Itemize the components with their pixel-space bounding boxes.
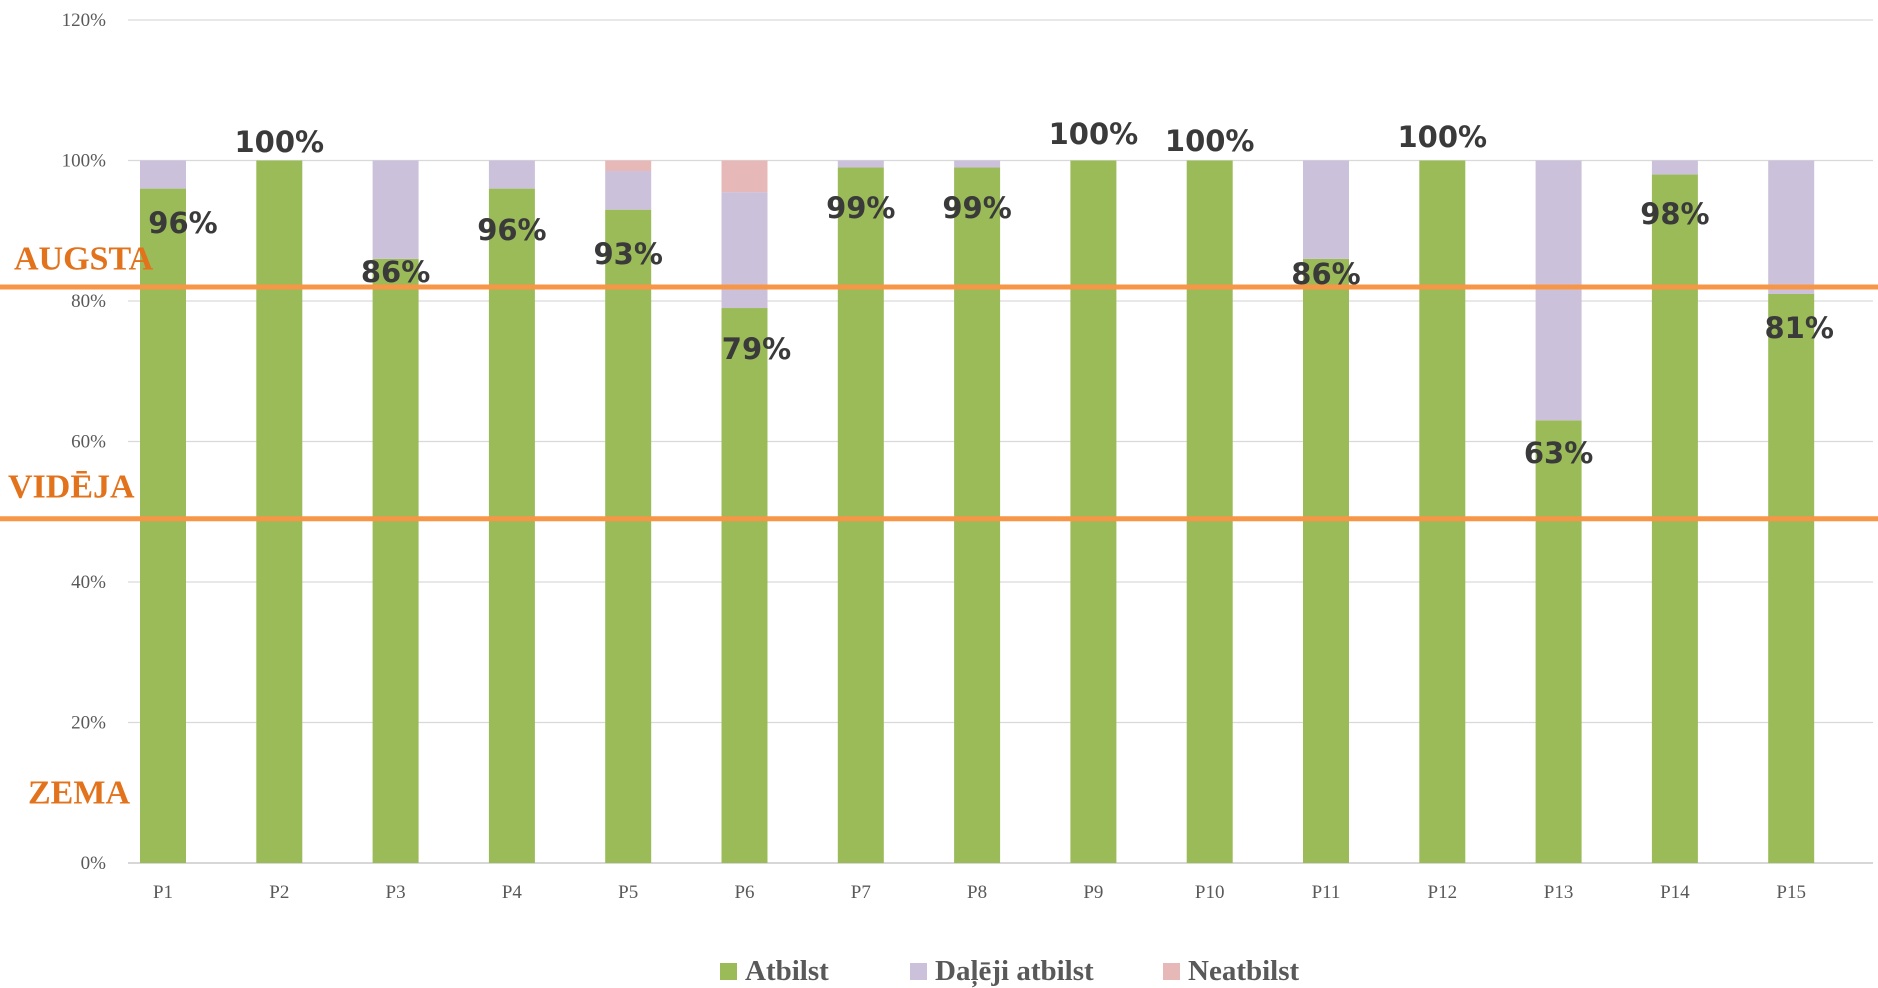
data-label: 86% — [1291, 257, 1360, 291]
data-label: 100% — [1398, 120, 1488, 154]
data-label: 99% — [942, 191, 1011, 225]
legend-swatch — [910, 963, 927, 980]
x-tick-label: P10 — [1195, 882, 1225, 903]
bar-segment — [721, 160, 768, 193]
x-tick-label: P11 — [1312, 882, 1341, 903]
y-tick-label: 80% — [71, 291, 106, 312]
x-tick-label: P8 — [967, 882, 987, 903]
bars — [140, 160, 1815, 864]
data-labels: 96% 100% 86% 96% 93% 79% 99% 99% 100% 100% 86% 100%… — [148, 117, 1834, 470]
x-tick-label: P14 — [1660, 882, 1690, 903]
x-tick-label: P2 — [269, 882, 289, 903]
zone-label: ZEMA — [28, 774, 130, 811]
data-label: 96% — [148, 206, 217, 240]
bar-segment — [721, 192, 768, 309]
bar-segment — [837, 167, 884, 863]
x-tick-label: P15 — [1776, 882, 1806, 903]
x-tick-label: P9 — [1083, 882, 1103, 903]
legend-swatch — [720, 963, 737, 980]
legend-label: Neatbilst — [1188, 955, 1300, 987]
data-label: 96% — [477, 213, 546, 247]
legend: Atbilst Daļēji atbilst Neatbilst — [720, 955, 1300, 988]
y-tick-label: 100% — [62, 151, 107, 172]
zone-labels: AUGSTA VIDĒJA ZEMA — [8, 240, 154, 811]
bar-segment — [488, 160, 535, 189]
x-tick-label: P3 — [386, 882, 406, 903]
data-label: 100% — [1165, 124, 1255, 158]
x-tick-label: P4 — [502, 882, 523, 903]
bar-segment — [488, 188, 535, 864]
zone-label: AUGSTA — [14, 240, 154, 277]
bar-segment — [605, 209, 652, 864]
y-axis-ticks: 0% 20% 40% 60% 80% 100% 120% — [62, 10, 107, 874]
bar-segment — [605, 160, 652, 172]
bar-segment — [140, 160, 186, 189]
bar-segment — [1535, 160, 1582, 421]
y-tick-label: 60% — [71, 432, 106, 453]
x-tick-label: P12 — [1428, 882, 1458, 903]
data-label: 63% — [1524, 436, 1593, 470]
bar-segment — [1303, 258, 1349, 864]
data-label: 81% — [1764, 311, 1833, 345]
y-tick-label: 0% — [81, 853, 107, 874]
x-tick-label: P1 — [153, 882, 173, 903]
x-tick-label: P7 — [851, 882, 871, 903]
data-label: 100% — [1049, 117, 1139, 151]
gridlines — [128, 19, 1873, 864]
bar-segment — [256, 160, 303, 863]
bar-segment — [605, 171, 652, 210]
bar-segment — [1303, 160, 1349, 259]
y-tick-label: 20% — [71, 713, 106, 734]
bar-segment — [140, 188, 186, 864]
data-label: 93% — [593, 237, 662, 271]
legend-label: Atbilst — [745, 955, 829, 987]
bar-segment — [1768, 160, 1815, 294]
bar-segment — [837, 160, 884, 168]
bar-segment — [1186, 160, 1233, 863]
x-tick-label: P6 — [734, 882, 754, 903]
bar-segment — [1768, 293, 1815, 864]
bar-segment — [372, 160, 419, 259]
bar-segment — [954, 160, 1001, 168]
bar-segment — [721, 308, 768, 863]
data-label: 79% — [722, 332, 791, 366]
bar-segment — [954, 167, 1001, 863]
x-axis-ticks: P1 P2 P3 P4 P5 P6 P7 P8 P9 P10 P11 P12 P13 P14 P15 — [153, 882, 1806, 903]
bar-segment — [1070, 160, 1117, 863]
data-label: 99% — [826, 191, 895, 225]
bar-segment — [1419, 160, 1466, 863]
x-tick-label: P13 — [1544, 882, 1574, 903]
data-label: 98% — [1640, 197, 1709, 231]
legend-label: Daļēji atbilst — [935, 955, 1094, 988]
bar-segment — [1535, 420, 1582, 863]
y-tick-label: 120% — [62, 10, 107, 31]
x-tick-label: P5 — [618, 882, 638, 903]
threshold-lines — [0, 284, 1878, 522]
data-label: 86% — [361, 255, 430, 289]
bar-segment — [372, 258, 419, 864]
bar-segment — [1651, 160, 1698, 175]
data-label: 100% — [235, 125, 325, 159]
y-tick-label: 40% — [71, 572, 106, 593]
zone-label: VIDĒJA — [8, 469, 135, 506]
legend-swatch — [1163, 963, 1180, 980]
